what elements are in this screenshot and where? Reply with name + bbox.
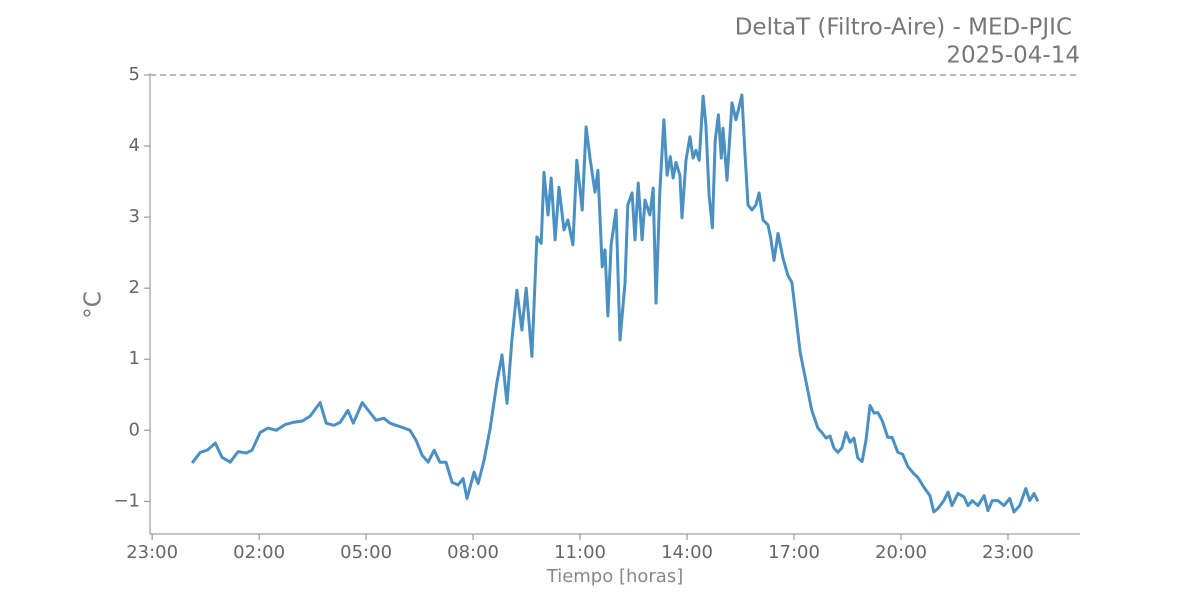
y-tick-label: −1 (113, 490, 140, 511)
x-tick-label: 23:00 (982, 542, 1034, 563)
x-tick-label: 02:00 (233, 542, 285, 563)
y-tick-label: 2 (129, 277, 140, 298)
y-tick-label: 3 (129, 206, 140, 227)
y-tick-label: 0 (129, 419, 140, 440)
x-axis-label: Tiempo [horas] (546, 566, 684, 587)
x-tick-label: 05:00 (340, 542, 392, 563)
y-tick-label: 4 (129, 135, 140, 156)
data-line (190, 93, 1040, 514)
x-tick-label: 17:00 (768, 542, 820, 563)
y-axis-label: °C (81, 291, 107, 319)
y-tick-label: 1 (129, 348, 140, 369)
x-tick-label: 08:00 (447, 542, 499, 563)
x-tick-label: 14:00 (661, 542, 713, 563)
y-tick-label: 5 (129, 64, 140, 85)
chart-subtitle: 2025-04-14 (946, 43, 1080, 69)
chart-title: DeltaT (Filtro-Aire) - MED-PJIC (735, 15, 1072, 41)
x-tick-label: 23:00 (126, 542, 178, 563)
x-tick-label: 20:00 (875, 542, 927, 563)
x-tick-label: 11:00 (554, 542, 606, 563)
